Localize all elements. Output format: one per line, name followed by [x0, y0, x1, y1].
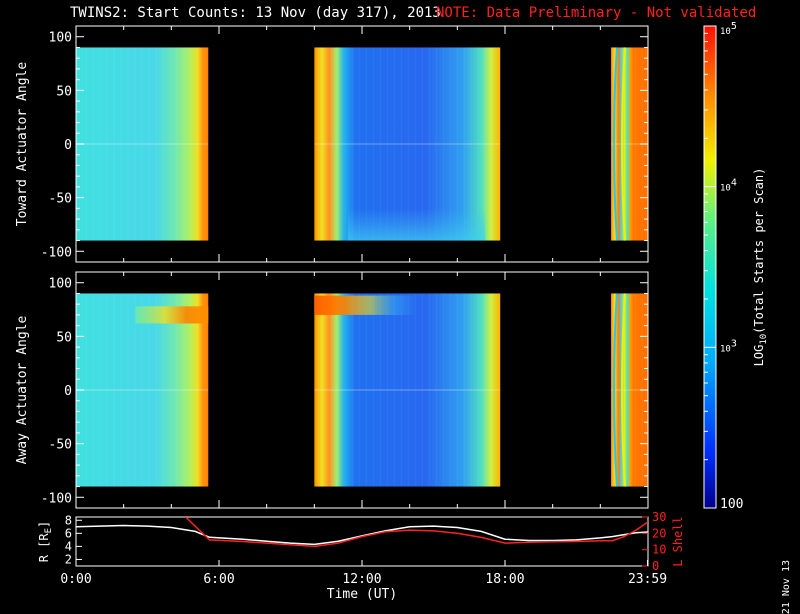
y-tick-label: 100	[49, 277, 72, 292]
colorbar-tick-label: 104	[720, 178, 737, 194]
l-shell-line	[185, 517, 648, 548]
x-tick-label: 6:00	[203, 572, 234, 587]
y-tick-label: 4	[65, 539, 72, 553]
heatmap-bottom-band	[347, 208, 486, 241]
y-tick-label: 0	[64, 384, 72, 399]
heatmap-stripe	[613, 293, 619, 487]
y-tick-label: 2	[65, 552, 72, 566]
r-distance-line	[76, 524, 648, 546]
chart-title: TWINS2: Start Counts: 13 Nov (day 317), …	[70, 5, 441, 21]
x-tick-label: 12:00	[342, 572, 381, 587]
heatmap-stripe	[621, 293, 627, 487]
y-tick-label: -50	[49, 438, 72, 453]
heatmap-panel-away: 100 50 0 -50 -100 Away Actuator Angle	[15, 271, 649, 509]
heatmap-panel-toward: 100 50 0 -50 -100 Toward Actuator Angle	[15, 25, 649, 263]
colorbar-tick-label: 103	[720, 338, 737, 354]
l-shell-axis-label: L Shell	[671, 516, 685, 567]
y2-tick-label: 10	[652, 543, 666, 557]
y2-tick-label: 30	[652, 510, 666, 524]
y-tick-label: 50	[56, 84, 72, 99]
heatmap-stripe	[621, 47, 627, 241]
heatmap-stripe	[613, 47, 619, 241]
y-axis-label: Toward Actuator Angle	[15, 62, 30, 227]
y-tick-label: 50	[56, 330, 72, 345]
y-tick-label: 6	[65, 526, 72, 540]
heatmap-segment	[76, 293, 209, 487]
colorbar: 105 104 103 100 LOG10(Total Starts per Scan)	[703, 21, 769, 512]
colorbar-tick-label: 105	[720, 21, 737, 37]
heatmap-high-count-band	[314, 295, 417, 315]
r-axis-label: R [RE]	[37, 521, 54, 563]
y-tick-label: 8	[65, 513, 72, 527]
y-tick-label: -100	[41, 245, 72, 260]
y-tick-label: -50	[49, 192, 72, 207]
colorbar-label: LOG10(Total Starts per Scan)	[752, 168, 769, 367]
colorbar-gradient	[703, 25, 717, 509]
preliminary-note: NOTE: Data Preliminary - Not validated	[436, 5, 757, 21]
y-tick-label: -100	[41, 491, 72, 506]
x-axis-label: Time (UT)	[327, 587, 397, 600]
y-axis-label: Away Actuator Angle	[15, 315, 30, 464]
x-tick-label: 23:59	[628, 572, 667, 587]
heatmap-segment	[76, 47, 209, 241]
heatmap-segment	[314, 293, 501, 487]
x-tick-label: 0:00	[60, 572, 91, 587]
colorbar-tick-label: 100	[720, 497, 743, 512]
x-tick-label: 18:00	[485, 572, 524, 587]
y-tick-label: 100	[49, 31, 72, 46]
y2-tick-label: 20	[652, 526, 666, 540]
heatmap-high-count-band	[135, 306, 209, 324]
y2-tick-label: 0	[652, 559, 659, 573]
y-tick-label: 0	[64, 138, 72, 153]
